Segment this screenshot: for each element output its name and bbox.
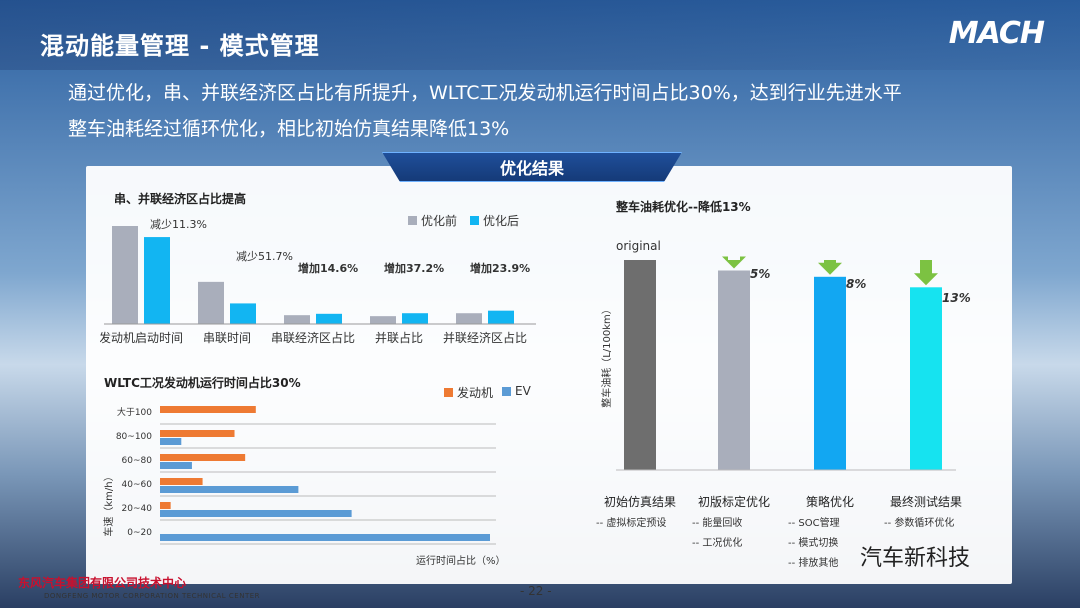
category-label: 最终测试结果 bbox=[890, 494, 962, 509]
engine-bar bbox=[160, 454, 246, 461]
annotation-label: 增加14.6% bbox=[298, 261, 358, 275]
bar-before bbox=[112, 226, 138, 324]
note-label: -- 参数循环优化 bbox=[884, 516, 954, 529]
bar-after bbox=[230, 303, 256, 324]
original-label: original bbox=[616, 239, 661, 253]
page-title: 混动能量管理 - 模式管理 bbox=[40, 32, 320, 60]
summary-line-1: 通过优化，串、并联经济区占比有所提升，WLTC工况发动机运行时间占比30%，达到… bbox=[68, 82, 902, 104]
chart2-title: WLTC工况发动机运行时间占比30% bbox=[104, 376, 301, 390]
fuel-bar bbox=[718, 270, 750, 470]
category-label: 并联占比 bbox=[375, 330, 423, 345]
note-label: -- 模式切换 bbox=[788, 536, 838, 549]
chart2-plot: 大于100 80~100 60~80 40~60 20~40 0~20 车速（km/h） 运行… bbox=[102, 406, 506, 567]
reduction-arrow bbox=[818, 260, 842, 275]
category-label: 发动机启动时间 bbox=[100, 330, 183, 345]
ev-bar bbox=[160, 486, 299, 493]
category-label: 串联时间 bbox=[203, 331, 251, 345]
note-label: -- 排放其他 bbox=[788, 556, 838, 569]
speed-label: 60~80 bbox=[122, 456, 153, 466]
annotation-label: 减少51.7% bbox=[236, 250, 293, 263]
engine-bar bbox=[160, 430, 235, 437]
chart3-plot: original 整车油耗（L/100km） 初始仿真结果 -- 虚拟标定预设 初版标定… bbox=[596, 239, 971, 569]
annotation-label: 减少11.3% bbox=[150, 218, 207, 231]
legend-label: 优化前 bbox=[421, 214, 458, 228]
legend-swatch-cyan bbox=[470, 216, 479, 225]
chart1-legend-before: 优化前 bbox=[408, 212, 457, 229]
y-axis-label: 车速（km/h） bbox=[102, 471, 115, 536]
speed-label: 40~60 bbox=[122, 480, 153, 490]
summary-line-2: 整车油耗经过循环优化，相比初始仿真结果降低13% bbox=[68, 118, 510, 140]
ev-bar bbox=[160, 510, 352, 517]
legend-swatch-blue bbox=[502, 386, 511, 396]
chart1-plot: 发动机启动时间 减少11.3% 串联时间 减少51.7% 串联经济区占比 增加14.6% 并… bbox=[100, 218, 536, 345]
legend-swatch-gray bbox=[408, 216, 417, 225]
header-bar bbox=[0, 0, 1080, 70]
watermark: 汽车新科技 bbox=[860, 546, 971, 571]
legend-swatch-orange bbox=[444, 388, 453, 397]
note-label: -- 能量回收 bbox=[692, 516, 742, 529]
chart2-legend-engine: 发动机 bbox=[444, 384, 493, 401]
reduction-label: 13% bbox=[942, 291, 971, 305]
speed-label: 大于100 bbox=[117, 406, 152, 418]
engine-bar bbox=[160, 406, 256, 413]
page-number: - 22 - bbox=[520, 584, 552, 598]
category-label: 初版标定优化 bbox=[698, 494, 770, 509]
chart3-title: 整车油耗优化--降低13% bbox=[616, 200, 751, 214]
legend-label: 发动机 bbox=[457, 386, 494, 400]
bar-after bbox=[488, 310, 514, 324]
fuel-bar bbox=[814, 276, 846, 470]
bar-before bbox=[198, 281, 224, 324]
annotation-label: 增加23.9% bbox=[470, 261, 530, 275]
category-label: 并联经济区占比 bbox=[443, 330, 527, 345]
results-badge: 优化结果 bbox=[382, 152, 682, 182]
ev-bar bbox=[160, 534, 490, 541]
mach-logo: MACH bbox=[948, 16, 1045, 51]
x-axis-label: 运行时间占比（%） bbox=[416, 554, 506, 567]
engine-bar bbox=[160, 502, 171, 509]
bar-after bbox=[144, 237, 170, 324]
reduction-label: 8% bbox=[846, 277, 866, 291]
legend-label: 优化后 bbox=[483, 214, 520, 228]
chart1-title: 串、并联经济区占比提高 bbox=[114, 192, 247, 206]
fuel-bar bbox=[624, 260, 656, 470]
speed-label: 0~20 bbox=[127, 528, 152, 538]
fuel-bar bbox=[910, 287, 942, 470]
category-label: 策略优化 bbox=[806, 494, 854, 509]
dongfeng-subtitle: DONGFENG MOTOR CORPORATION TECHNICAL CEN… bbox=[44, 592, 261, 600]
note-label: -- SOC管理 bbox=[788, 516, 840, 529]
bar-after bbox=[316, 313, 342, 324]
chart1-legend-after: 优化后 bbox=[470, 212, 519, 229]
engine-bar bbox=[160, 478, 203, 485]
bar-after bbox=[402, 313, 428, 324]
ev-bar bbox=[160, 462, 192, 469]
y-axis-label: 整车油耗（L/100km） bbox=[600, 304, 613, 408]
annotation-label: 增加37.2% bbox=[384, 261, 444, 275]
reduction-label: 5% bbox=[750, 267, 770, 281]
chart2-legend-ev: EV bbox=[502, 384, 531, 398]
bar-before bbox=[284, 315, 310, 324]
reduction-arrow bbox=[722, 256, 746, 269]
speed-label: 80~100 bbox=[116, 432, 152, 442]
note-label: -- 工况优化 bbox=[692, 536, 742, 549]
ev-bar bbox=[160, 438, 182, 445]
bar-before bbox=[370, 316, 396, 324]
speed-label: 20~40 bbox=[122, 504, 153, 514]
category-label: 串联经济区占比 bbox=[271, 330, 355, 345]
category-label: 初始仿真结果 bbox=[604, 495, 676, 509]
legend-label: EV bbox=[515, 384, 531, 398]
note-label: -- 虚拟标定预设 bbox=[596, 516, 666, 529]
dongfeng-logo: 东风汽车集团有限公司技术中心 bbox=[18, 576, 187, 590]
reduction-arrow bbox=[914, 260, 938, 286]
bar-before bbox=[456, 313, 482, 324]
